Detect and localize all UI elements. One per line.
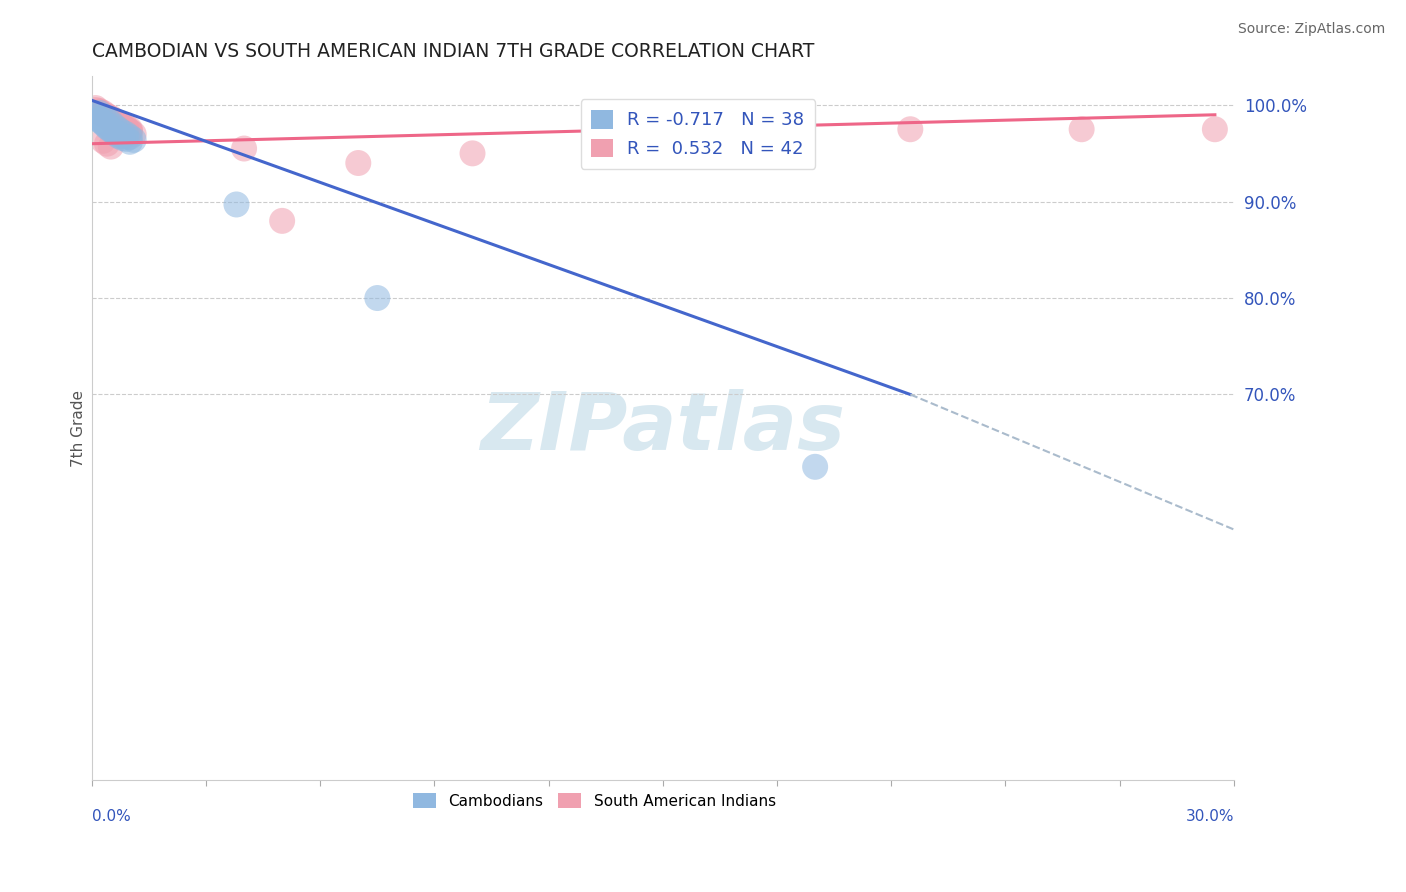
- Point: [107, 115, 129, 129]
- Point: [118, 130, 141, 145]
- Point: [595, 146, 617, 161]
- Point: [111, 131, 134, 145]
- Point: [89, 103, 111, 118]
- Point: [96, 109, 118, 123]
- Point: [89, 104, 111, 119]
- Point: [111, 119, 134, 133]
- Point: [104, 113, 127, 128]
- Point: [104, 115, 127, 129]
- Point: [89, 106, 111, 120]
- Point: [104, 120, 127, 134]
- Point: [104, 115, 127, 129]
- Point: [111, 125, 134, 139]
- Point: [91, 106, 114, 120]
- Text: Source: ZipAtlas.com: Source: ZipAtlas.com: [1237, 22, 1385, 37]
- Point: [100, 139, 122, 153]
- Point: [84, 108, 107, 122]
- Text: 30.0%: 30.0%: [1185, 809, 1234, 824]
- Point: [461, 146, 484, 161]
- Point: [111, 128, 134, 143]
- Point: [107, 127, 129, 141]
- Point: [233, 142, 256, 156]
- Point: [84, 101, 107, 115]
- Point: [96, 120, 118, 135]
- Text: CAMBODIAN VS SOUTH AMERICAN INDIAN 7TH GRADE CORRELATION CHART: CAMBODIAN VS SOUTH AMERICAN INDIAN 7TH G…: [91, 42, 814, 61]
- Point: [111, 120, 134, 135]
- Point: [100, 123, 122, 137]
- Point: [115, 132, 138, 146]
- Point: [89, 112, 111, 127]
- Point: [111, 120, 134, 134]
- Point: [122, 133, 145, 147]
- Point: [107, 122, 129, 136]
- Point: [96, 112, 118, 127]
- Text: 0.0%: 0.0%: [91, 809, 131, 824]
- Point: [100, 122, 122, 136]
- Point: [100, 115, 122, 129]
- Point: [84, 103, 107, 117]
- Point: [89, 106, 111, 120]
- Point: [347, 156, 370, 170]
- Point: [898, 122, 921, 136]
- Point: [89, 113, 111, 128]
- Point: [91, 116, 114, 130]
- Point: [104, 125, 127, 139]
- Point: [115, 122, 138, 136]
- Y-axis label: 7th Grade: 7th Grade: [72, 390, 86, 467]
- Point: [100, 111, 122, 125]
- Point: [91, 108, 114, 122]
- Point: [100, 112, 122, 127]
- Point: [728, 136, 751, 151]
- Text: ZIPatlas: ZIPatlas: [481, 389, 845, 467]
- Point: [1204, 122, 1226, 136]
- Point: [84, 110, 107, 124]
- Point: [115, 122, 138, 136]
- Point: [115, 127, 138, 141]
- Point: [104, 126, 127, 140]
- Point: [91, 108, 114, 122]
- Point: [100, 112, 122, 127]
- Point: [271, 214, 294, 228]
- Legend: Cambodians, South American Indians: Cambodians, South American Indians: [406, 787, 782, 815]
- Point: [366, 291, 388, 305]
- Point: [96, 111, 118, 125]
- Point: [96, 136, 118, 151]
- Point: [118, 124, 141, 138]
- Point: [107, 117, 129, 131]
- Point: [1070, 122, 1092, 136]
- Point: [118, 124, 141, 138]
- Point: [118, 122, 141, 136]
- Point: [96, 110, 118, 124]
- Point: [107, 117, 129, 131]
- Point: [115, 120, 138, 135]
- Point: [96, 120, 118, 134]
- Point: [91, 134, 114, 148]
- Point: [804, 459, 827, 474]
- Point: [107, 128, 129, 143]
- Point: [118, 135, 141, 149]
- Point: [225, 197, 247, 211]
- Point: [122, 127, 145, 141]
- Point: [91, 115, 114, 129]
- Point: [91, 110, 114, 124]
